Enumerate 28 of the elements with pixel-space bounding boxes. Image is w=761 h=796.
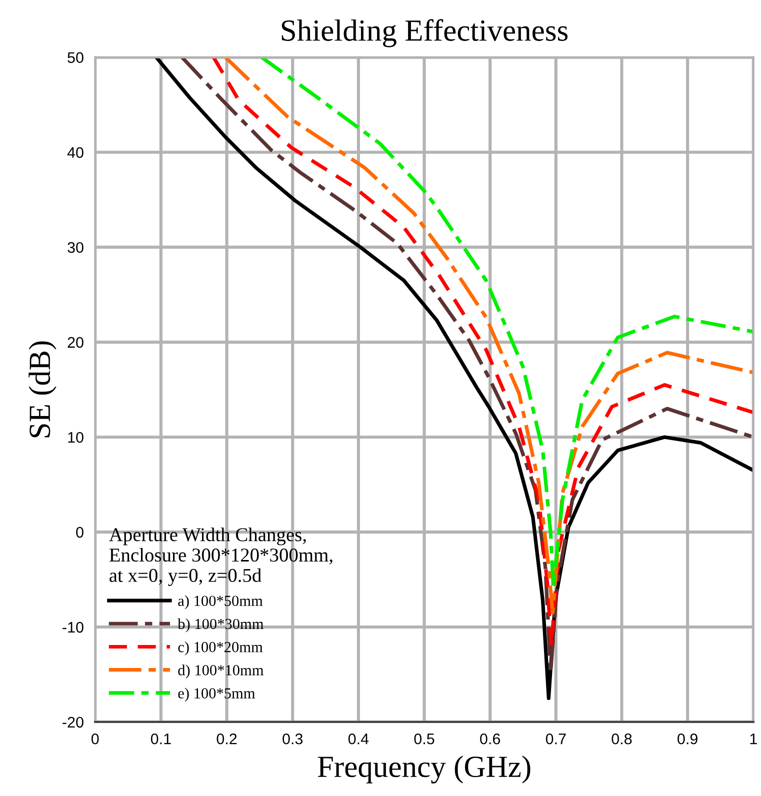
y-tick-label: 0	[76, 526, 84, 538]
x-tick-label: 0.8	[612, 733, 632, 744]
y-tick-label: -10	[62, 622, 84, 633]
x-tick-label: 0.9	[678, 733, 698, 744]
y-tick-label: 30	[68, 242, 84, 253]
y-tick-label: -20	[62, 716, 84, 728]
x-axis-title: Frequency (GHz)	[318, 756, 530, 784]
x-tick-label: 0.3	[282, 733, 303, 744]
x-tick-label: 0.7	[546, 733, 566, 744]
y-tick-label: 20	[68, 337, 84, 348]
x-tick-label: 1	[750, 734, 757, 744]
y-tick-label: 10	[68, 432, 84, 443]
y-axis-title: SE (dB)	[28, 341, 56, 438]
y-tick-label: 50	[68, 52, 84, 63]
legend-label: c) 100*20mm	[178, 641, 263, 656]
y-tick-label: 40	[67, 147, 84, 158]
x-tick-label: 0.2	[216, 733, 237, 744]
legend-label: b) 100*30mm	[178, 618, 264, 632]
legend-label: e) 100*5mm	[178, 688, 256, 702]
x-tick-label: 0.6	[480, 733, 500, 744]
legend-title: Aperture Width Changes, Enclosure 300*120*300mm, at x=0, y=0, z=0.5d	[109, 528, 332, 586]
x-tick-label: 0	[91, 733, 99, 744]
legend-label: d) 100*10mm	[178, 664, 264, 678]
chart-title: Shielding Effectiveness	[282, 19, 568, 48]
x-tick-label: 0.1	[150, 733, 171, 744]
x-tick-label: 0.4	[348, 733, 369, 744]
x-tick-label: 0.5	[414, 733, 434, 744]
legend-label: a) 100*50mm	[178, 595, 263, 610]
